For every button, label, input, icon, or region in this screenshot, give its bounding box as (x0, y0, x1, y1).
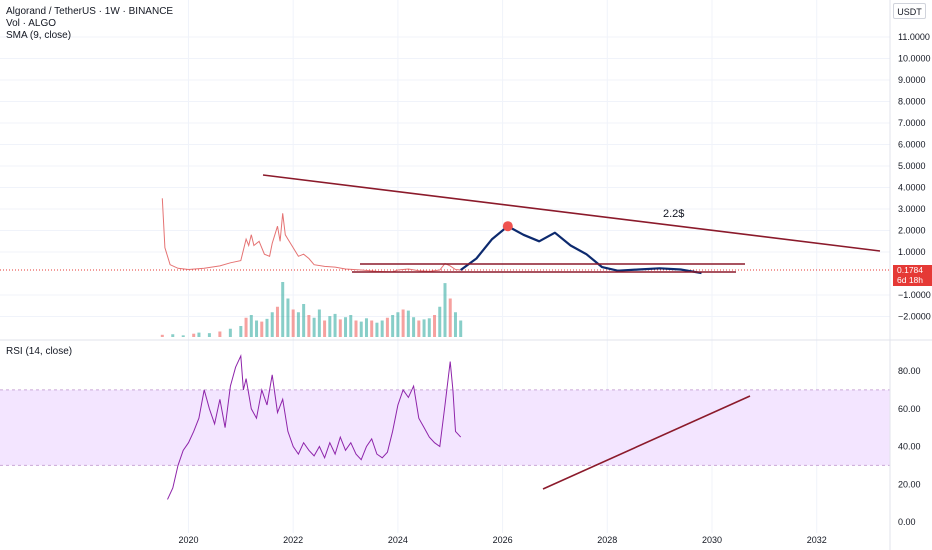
volume-bar (302, 304, 306, 337)
price-series (161, 198, 461, 273)
volume-bar (207, 333, 211, 337)
volume-bar (375, 322, 379, 337)
volume-bar (370, 320, 374, 337)
rsi-tick-label: 80.00 (898, 366, 921, 376)
volume-bar (391, 315, 395, 337)
time-tick-label: 2024 (388, 535, 408, 545)
volume-bar (228, 328, 232, 337)
price-tick-label: 8.0000 (898, 97, 926, 107)
volume-bar (385, 317, 389, 337)
volume-bar (181, 335, 185, 337)
volume-bar (359, 321, 363, 337)
volume-bar (427, 318, 431, 337)
volume-bar (401, 309, 405, 337)
descending-trendline[interactable] (262, 174, 881, 252)
price-tick-label: 11.0000 (898, 32, 930, 42)
price-tick-label: −1.0000 (898, 290, 931, 300)
volume-bar (255, 320, 259, 337)
volume-bar (323, 320, 327, 337)
price-tick-label: 2.0000 (898, 226, 926, 236)
price-tick-label: 4.0000 (898, 183, 926, 193)
volume-legend[interactable]: Vol · ALGO (6, 18, 57, 29)
time-tick-label: 2032 (807, 535, 827, 545)
time-axis[interactable]: 2020 2022 2024 2026 2028 2030 2032 (178, 535, 826, 545)
volume-bar (239, 326, 243, 337)
rsi-tick-label: 20.00 (898, 479, 921, 489)
volume-bar (286, 298, 290, 337)
volume-bar (312, 317, 316, 337)
rsi-series (167, 353, 462, 500)
volume-bar (448, 298, 452, 337)
price-tick-label: 6.0000 (898, 140, 926, 150)
volume-bar (354, 320, 358, 337)
volume-bar (417, 320, 421, 337)
price-tick-label: 10.0000 (898, 54, 931, 64)
volume-bar (218, 331, 222, 337)
current-price-tag: 0.1784 6d 18h (893, 265, 932, 286)
volume-bar (443, 283, 447, 337)
currency-unit-button[interactable]: USDT (893, 3, 926, 19)
volume-bar (338, 319, 342, 337)
current-price-value: 0.1784 (897, 265, 923, 275)
volume-bar (344, 317, 348, 337)
volume-bar (459, 320, 463, 337)
volume-bar (275, 306, 279, 337)
time-tick-label: 2026 (493, 535, 513, 545)
price-tick-label: 7.0000 (898, 118, 926, 128)
sma-legend[interactable]: SMA (9, close) (6, 30, 72, 41)
volume-bar (364, 318, 368, 337)
price-tick-label: 5.0000 (898, 161, 926, 171)
volume-bar (270, 312, 274, 337)
price-tick-label: −2.0000 (898, 312, 931, 322)
volume-bar (244, 317, 248, 337)
time-tick-label: 2030 (702, 535, 722, 545)
volume-bar (433, 315, 437, 337)
time-tick-label: 2028 (597, 535, 617, 545)
volume-bar (249, 315, 253, 337)
rsi-tick-label: 0.00 (898, 517, 916, 527)
time-tick-label: 2020 (178, 535, 198, 545)
volume-bar (422, 319, 426, 337)
volume-bar (406, 310, 410, 337)
symbol-legend[interactable]: Algorand / TetherUS · 1W · BINANCE (6, 6, 174, 17)
price-tick-label: 9.0000 (898, 75, 926, 85)
volume-bar (160, 334, 164, 337)
forecast-path (460, 225, 702, 275)
volume-bar (281, 282, 285, 337)
rsi-tick-label: 40.00 (898, 442, 921, 452)
rsi-trendline[interactable] (542, 395, 751, 490)
volume-bar (317, 309, 321, 337)
volume-bar (296, 312, 300, 337)
rsi-tick-label: 60.00 (898, 404, 921, 414)
volume-bar (192, 333, 196, 337)
volume-bar (453, 312, 457, 337)
price-tick-label: 3.0000 (898, 204, 926, 214)
volume-bar (328, 316, 332, 337)
volume-bar (412, 317, 416, 337)
volume-bar (265, 318, 269, 337)
target-annotation: 2.2$ (663, 208, 685, 220)
rsi-legend[interactable]: RSI (14, close) (6, 346, 73, 357)
price-tick-label: 1.0000 (898, 247, 926, 257)
volume-bar (260, 321, 264, 337)
volume-bar (197, 332, 201, 337)
volume-bar (307, 315, 311, 337)
volume-bars (160, 282, 463, 337)
bar-countdown: 6d 18h (897, 275, 923, 285)
volume-bar (438, 306, 442, 337)
target-marker[interactable] (502, 221, 513, 232)
rsi-axis[interactable]: 80.00 60.00 40.00 20.00 0.00 (898, 366, 921, 527)
time-tick-label: 2022 (283, 535, 303, 545)
volume-bar (333, 313, 337, 337)
volume-bar (291, 309, 295, 337)
price-axis[interactable]: 11.0000 10.0000 9.0000 8.0000 7.0000 6.0000 5.… (898, 32, 931, 322)
volume-bar (380, 320, 384, 337)
volume-bar (396, 312, 400, 337)
volume-bar (349, 315, 353, 337)
volume-bar (171, 334, 175, 337)
